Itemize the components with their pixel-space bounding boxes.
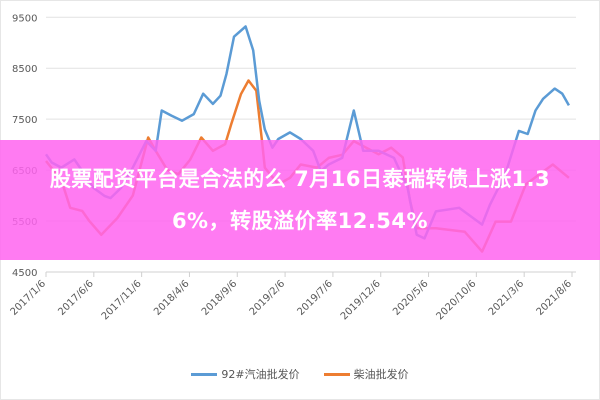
legend-swatch-diesel xyxy=(323,372,350,376)
overlay-title-line-2: 6%，转股溢价率12.54% xyxy=(171,209,429,233)
legend-item-gasoline: 92#汽油批发价 xyxy=(191,366,300,382)
legend: 92#汽油批发价 柴油批发价 xyxy=(0,366,600,382)
legend-swatch-gasoline xyxy=(191,372,218,376)
legend-label-gasoline: 92#汽油批发价 xyxy=(221,368,300,381)
y-tick-label: 7500 xyxy=(12,115,37,126)
y-tick-label: 9500 xyxy=(12,13,37,24)
legend-item-diesel: 柴油批发价 xyxy=(323,366,409,382)
legend-label-diesel: 柴油批发价 xyxy=(353,368,409,381)
y-tick-label: 4500 xyxy=(12,268,37,279)
overlay-title-line-1: 股票配资平台是合法的么 7月16日泰瑞转债上涨1.3 xyxy=(49,167,551,191)
overlay-banner: 股票配资平台是合法的么 7月16日泰瑞转债上涨1.3 6%，转股溢价率12.54… xyxy=(0,140,600,260)
y-tick-label: 8500 xyxy=(12,64,37,75)
